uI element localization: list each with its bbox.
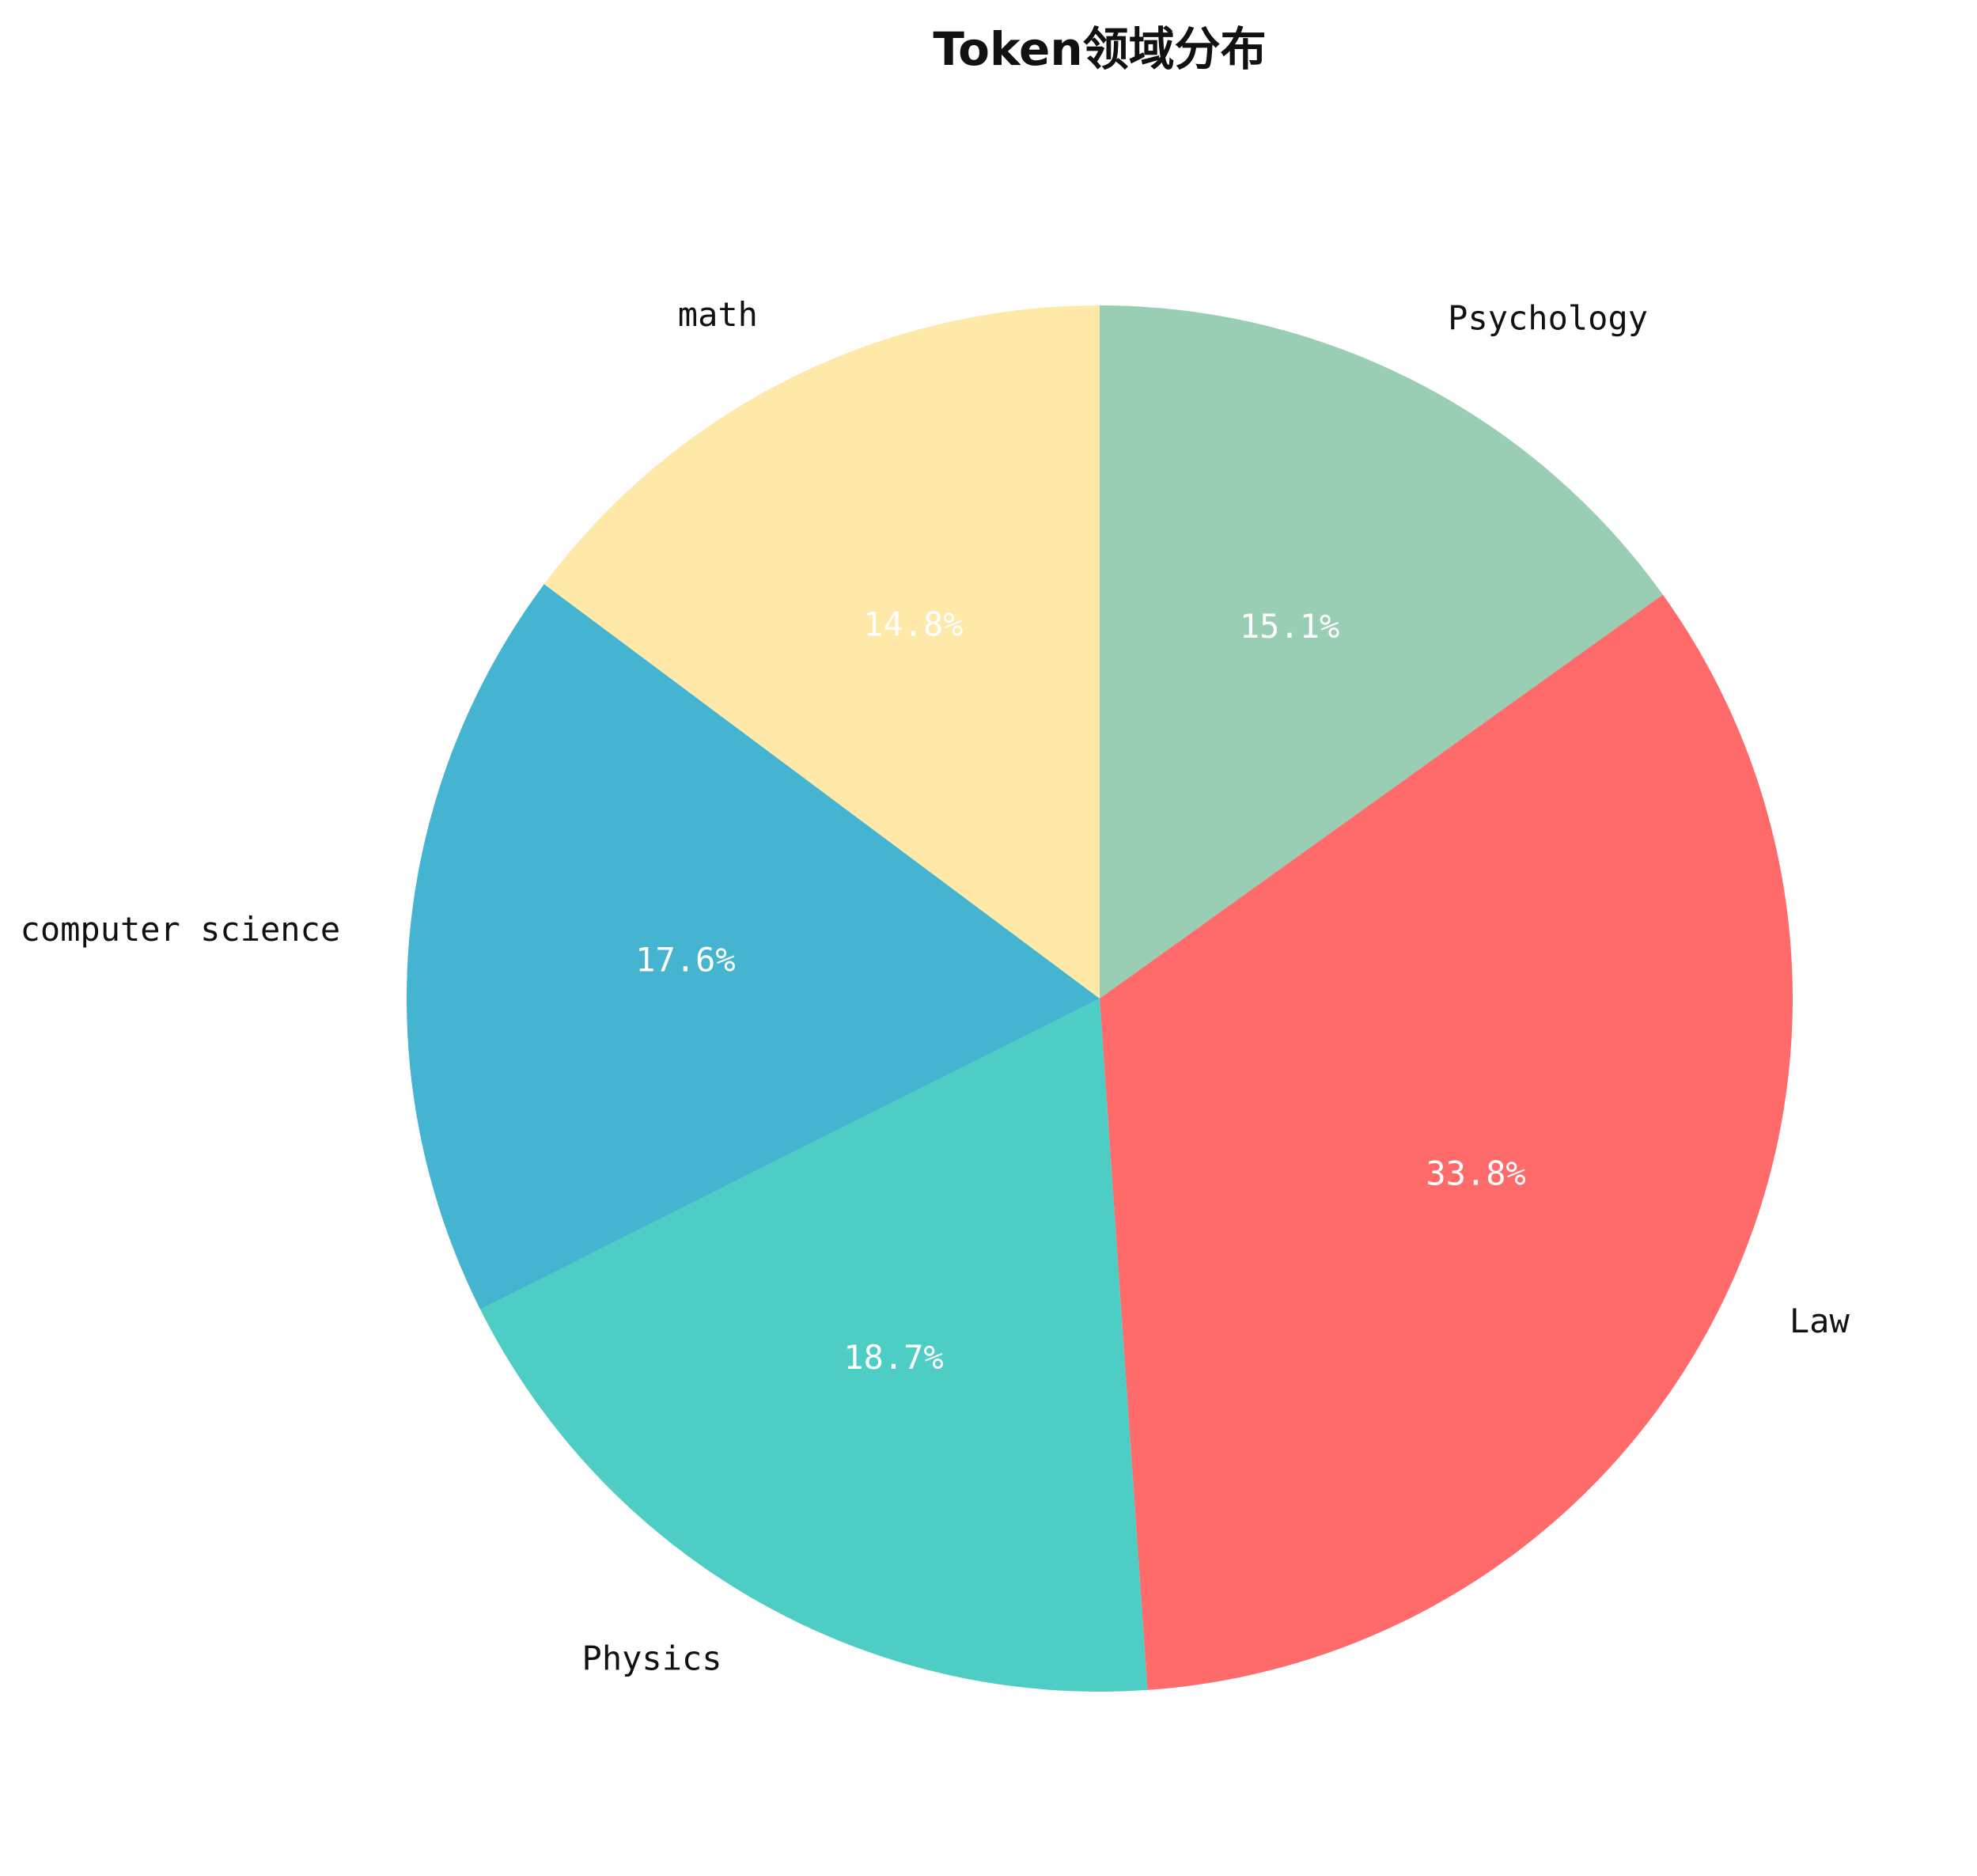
pie-slice-law xyxy=(1100,594,1793,1690)
slice-label-physics: Physics xyxy=(582,1639,722,1678)
pct-label-psychology: 15.1% xyxy=(1240,607,1339,646)
pie-slice-computer-science xyxy=(407,584,1100,1309)
slice-label-computer-science: computer science xyxy=(21,910,341,949)
chart-title: Token领域分布 xyxy=(933,22,1266,76)
slice-labels: Psychology Law Physics computer science math xyxy=(21,295,1850,1677)
slice-label-math: math xyxy=(678,295,758,334)
pie-slice-physics xyxy=(479,999,1148,1692)
pie-slice-math xyxy=(543,305,1100,999)
slice-label-law: Law xyxy=(1790,1302,1850,1340)
pct-label-law: 33.8% xyxy=(1426,1154,1525,1192)
pct-label-physics: 18.7% xyxy=(843,1338,943,1377)
slice-label-psychology: Psychology xyxy=(1448,298,1648,337)
pie-slices xyxy=(407,305,1793,1692)
pie-slice-psychology xyxy=(1100,305,1663,999)
pct-label-computer-science: 17.6% xyxy=(635,940,735,979)
pct-label-math: 14.8% xyxy=(863,605,963,644)
percentage-labels: 15.1% 33.8% 18.7% 17.6% 14.8% xyxy=(635,605,1526,1377)
